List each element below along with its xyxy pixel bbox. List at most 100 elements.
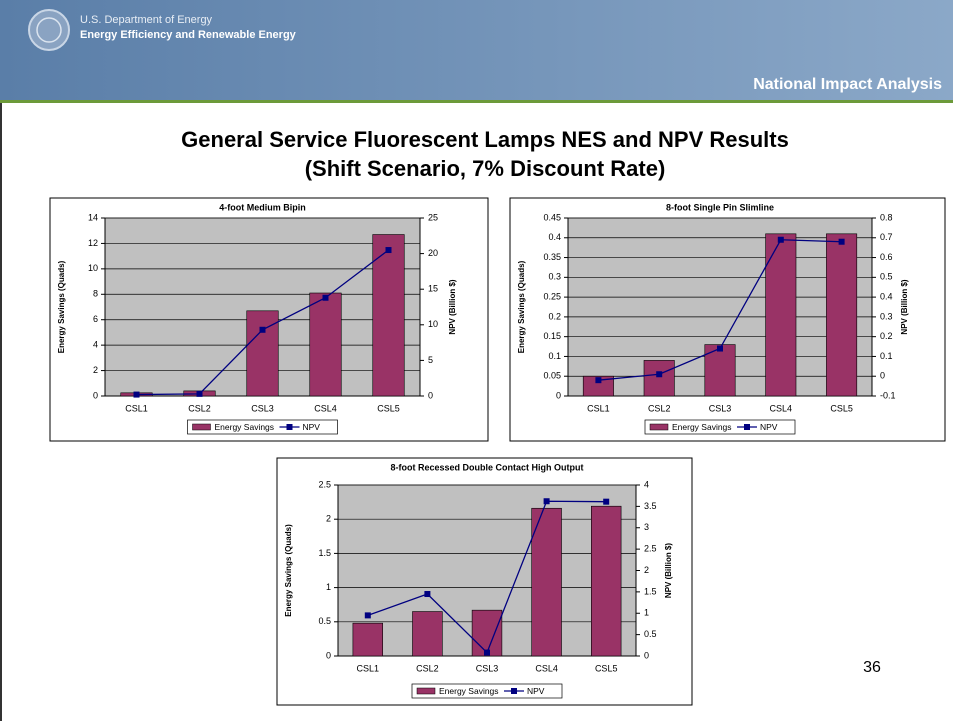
y-tick-label: 0.35 (543, 252, 561, 262)
y2-tick-label: 1.5 (644, 586, 657, 596)
legend-label: NPV (527, 686, 545, 696)
npv-marker (385, 247, 392, 254)
y-axis-label: Energy Savings (Quads) (517, 260, 526, 353)
y2-tick-label: 0.3 (880, 311, 893, 321)
y-tick-label: 0 (93, 390, 98, 400)
y2-tick-label: 2.5 (644, 544, 657, 554)
y2-tick-label: 0.4 (880, 291, 893, 301)
y2-tick-label: 15 (428, 284, 438, 294)
npv-marker (196, 390, 203, 397)
seal-inner (36, 17, 62, 43)
y-tick-label: 2 (326, 514, 331, 524)
y2-axis-label: NPV (Billion $) (900, 279, 909, 334)
x-tick-label: CSL4 (314, 403, 337, 413)
legend-swatch (192, 423, 211, 431)
y2-tick-label: 0.1 (880, 351, 893, 361)
y2-tick-label: 0.8 (880, 212, 893, 222)
y2-tick-label: 0.6 (880, 252, 893, 262)
y2-tick-label: 10 (428, 319, 438, 329)
x-tick-label: CSL3 (251, 403, 274, 413)
x-tick-label: CSL3 (476, 663, 499, 673)
bar (309, 292, 342, 397)
legend-label: Energy Savings (215, 422, 275, 432)
office: Energy Efficiency and Renewable Energy (80, 29, 297, 41)
bar (765, 233, 797, 397)
y2-tick-label: 0.5 (644, 629, 657, 639)
npv-marker (484, 649, 490, 656)
bar (582, 375, 614, 397)
bar (531, 507, 562, 657)
y2-tick-label: 3.5 (644, 501, 657, 511)
npv-marker (259, 326, 266, 333)
chart-title: 4-foot Medium Bipin (219, 202, 306, 212)
bar (471, 609, 503, 657)
y-tick-label: 0.1 (548, 351, 561, 361)
npv-marker (322, 294, 329, 301)
x-tick-label: CSL3 (709, 403, 732, 413)
bar (826, 233, 858, 397)
y-tick-label: 4 (93, 340, 98, 350)
bar (590, 505, 622, 657)
legend-box (411, 683, 563, 699)
y-tick-label: 14 (88, 212, 98, 222)
y-tick-label: 6 (93, 314, 98, 324)
y2-tick-label: 25 (428, 212, 438, 222)
legend-label: NPV (760, 422, 778, 432)
legend-box (644, 419, 796, 435)
bar (704, 344, 736, 397)
npv-marker (656, 371, 663, 378)
y2-tick-label: 0.2 (880, 331, 893, 341)
y2-tick-label: -0.1 (880, 390, 896, 400)
legend-swatch (649, 423, 669, 431)
legend-marker (744, 424, 750, 430)
npv-marker (777, 236, 784, 243)
x-tick-label: CSL1 (357, 663, 380, 673)
bar (372, 234, 405, 397)
y-axis-label: Energy Savings (Quads) (284, 524, 293, 617)
y-tick-label: 12 (88, 238, 98, 248)
npv-marker (595, 377, 602, 384)
y-tick-label: 1 (326, 582, 331, 592)
section-label: National Impact Analysis (753, 76, 942, 93)
legend-label: Energy Savings (439, 686, 499, 696)
y2-tick-label: 3 (644, 522, 649, 532)
legend-box (187, 419, 338, 435)
y2-tick-label: 0 (644, 650, 649, 660)
y2-tick-label: 0.5 (880, 272, 893, 282)
bar (643, 360, 675, 397)
y2-tick-label: 1 (644, 608, 649, 618)
x-tick-label: CSL4 (770, 403, 793, 413)
y-tick-label: 0 (556, 390, 561, 400)
slide-title: General Service Fluorescent Lamps NES an… (181, 127, 789, 152)
legend-marker (286, 424, 293, 430)
legend-marker (511, 688, 517, 694)
x-tick-label: CSL1 (125, 403, 148, 413)
x-tick-label: CSL2 (648, 403, 671, 413)
x-tick-label: CSL5 (377, 403, 400, 413)
npv-marker (603, 498, 610, 505)
npv-marker (424, 591, 431, 598)
y-tick-label: 1.5 (318, 548, 331, 558)
y-tick-label: 0.15 (543, 331, 561, 341)
y-tick-label: 0.45 (543, 212, 561, 222)
npv-marker (543, 498, 550, 505)
npv-marker (364, 612, 371, 619)
y-axis-label: Energy Savings (Quads) (57, 260, 66, 353)
legend-label: Energy Savings (672, 422, 732, 432)
x-tick-label: CSL4 (535, 663, 558, 673)
slide-subtitle: (Shift Scenario, 7% Discount Rate) (305, 156, 666, 181)
y2-tick-label: 2 (644, 565, 649, 575)
x-tick-label: CSL1 (587, 403, 610, 413)
y-tick-label: 2 (93, 365, 98, 375)
y-tick-label: 0.25 (543, 291, 561, 301)
chart-title: 8-foot Single Pin Slimline (666, 202, 774, 212)
y2-tick-label: 0 (428, 390, 433, 400)
header-rule (0, 100, 953, 103)
bar (412, 611, 443, 657)
chart-title: 8-foot Recessed Double Contact High Outp… (390, 462, 583, 472)
bar (352, 622, 383, 657)
y-tick-label: 10 (88, 263, 98, 273)
y2-tick-label: 4 (644, 479, 649, 489)
page-number: 36 (863, 659, 881, 676)
